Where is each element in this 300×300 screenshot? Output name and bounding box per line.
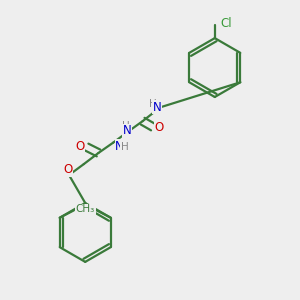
Text: O: O [63, 163, 73, 176]
Text: Cl: Cl [220, 17, 232, 31]
Text: H: H [122, 122, 129, 131]
Text: N: N [115, 140, 124, 153]
Text: CH₃: CH₃ [76, 205, 95, 214]
Text: N: N [153, 101, 162, 114]
Text: H: H [121, 142, 128, 152]
Text: O: O [76, 140, 85, 153]
Text: O: O [155, 122, 164, 134]
Text: CH₃: CH₃ [75, 205, 94, 214]
Text: H: H [149, 99, 157, 109]
Text: N: N [123, 124, 131, 137]
